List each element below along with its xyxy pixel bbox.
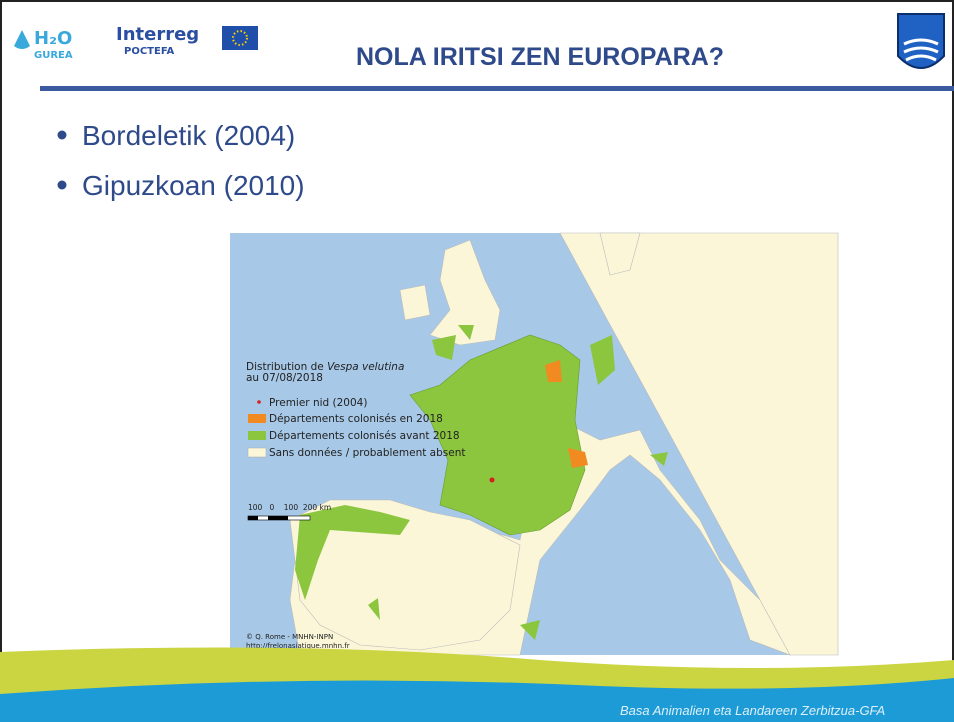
shield-waves <box>903 38 939 62</box>
title-rule <box>40 86 954 91</box>
legend-swatch <box>257 400 261 404</box>
legend-item: Départements colonisés avant 2018 <box>269 430 460 442</box>
scandinavia <box>599 232 641 276</box>
iberia <box>289 499 521 651</box>
bullet-text: Bordeletik (2004) <box>82 120 295 151</box>
legend-item: Départements colonisés en 2018 <box>269 413 443 425</box>
footer-text: Basa Animalien eta Landareen Zerbitzua-G… <box>620 703 885 718</box>
legend-title: Distribution de Vespa velutina <box>246 361 404 373</box>
spain-colonized <box>295 505 410 600</box>
legend-date: au 07/08/2018 <box>246 372 323 384</box>
legend-swatch <box>248 414 266 423</box>
logo-poctefa: POCTEFA <box>124 46 175 57</box>
logo-interreg: Interreg <box>116 24 199 45</box>
legend-swatch <box>248 431 266 440</box>
drop-icon <box>14 30 30 49</box>
logo-gurea: GUREA <box>34 50 73 61</box>
ireland <box>399 284 431 321</box>
footer-wave-blue <box>0 678 954 722</box>
map: Distribution de Vespa velutina au 07/08/… <box>230 232 839 656</box>
slide-title: NOLA IRITSI ZEN EUROPARA? <box>356 43 724 71</box>
bullet-dot <box>57 130 67 140</box>
legend-title-species: Vespa velutina <box>327 361 404 373</box>
map-credit: http://frelonasiatique.mnhn.fr <box>246 642 350 650</box>
legend-item: Premier nid (2004) <box>269 397 367 409</box>
scale-label: 100 0 100 200 km <box>248 503 331 512</box>
britain <box>429 239 501 346</box>
bullet-text: Gipuzkoan (2010) <box>82 170 305 201</box>
logo-h2o: H₂O <box>34 28 72 49</box>
scale-bar <box>268 516 288 520</box>
eu-stars <box>232 30 248 46</box>
germany-colonized <box>590 335 615 385</box>
legend-item: Sans données / probablement absent <box>269 447 465 459</box>
colonized-2018 <box>545 360 588 468</box>
legend-title-prefix: Distribution de <box>246 361 324 373</box>
legend-swatch <box>247 447 267 458</box>
eu-flag <box>222 26 258 50</box>
first-nest <box>489 477 495 483</box>
france-colonized <box>409 334 586 536</box>
bullet-dot <box>57 180 67 190</box>
scale-bar <box>248 516 258 520</box>
map-credit: © Q. Rome - MNHN-INPN <box>246 633 333 641</box>
